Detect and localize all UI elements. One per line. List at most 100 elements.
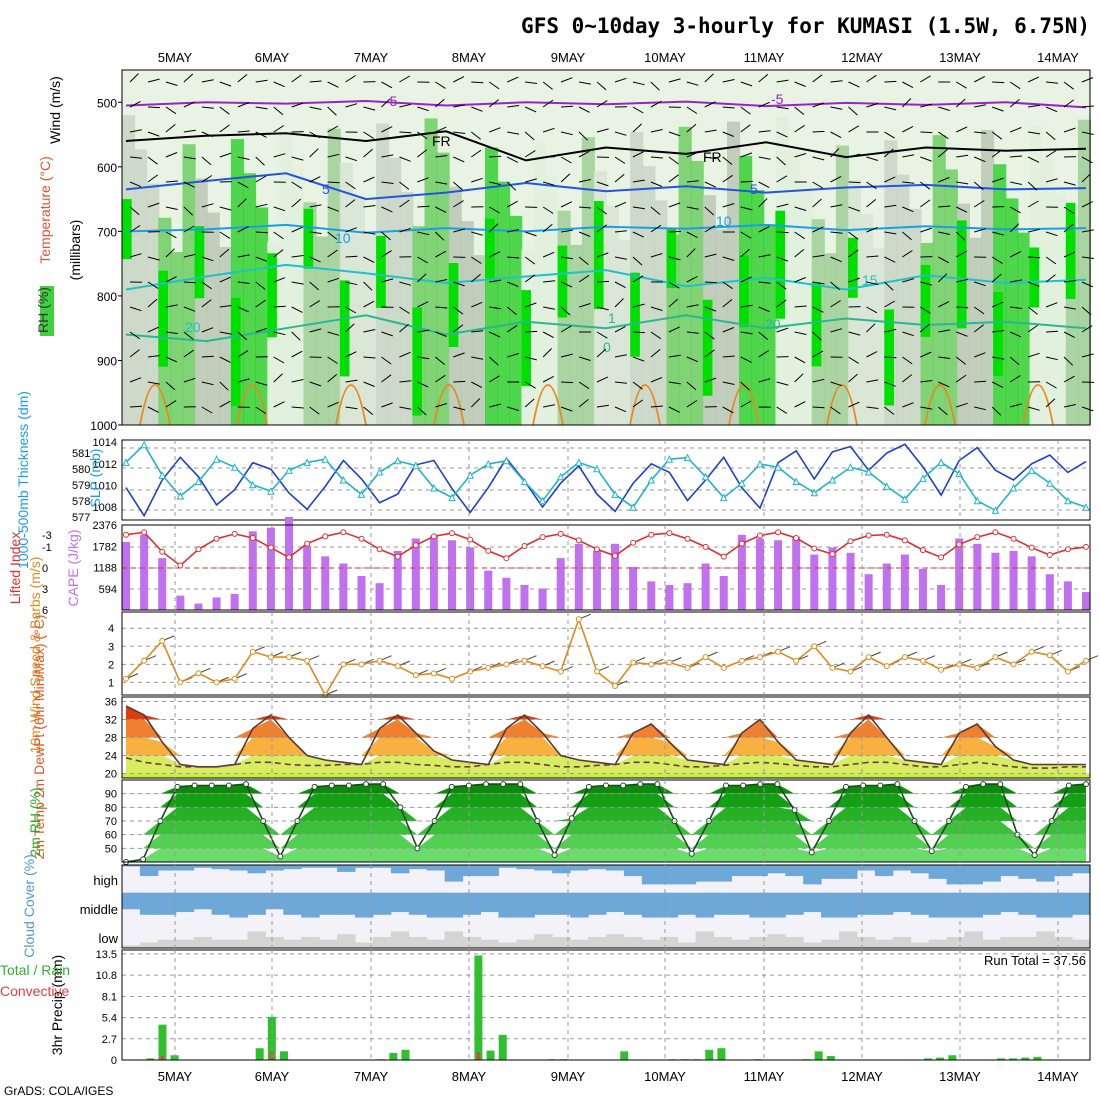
thickness-line-point: [339, 475, 348, 484]
wind-barb: [327, 153, 340, 158]
cape-bar: [629, 567, 638, 610]
wind-barb: [399, 351, 411, 358]
thickness-line-point: [738, 479, 746, 487]
high-cloud-bar: [910, 865, 930, 874]
wind-barb: [920, 281, 933, 286]
wind-barb: [848, 373, 858, 383]
li-tick-label: -3: [42, 530, 52, 542]
rh-line-point: [277, 853, 284, 860]
wind-barb: [237, 130, 250, 133]
wind-speed-line-point: [938, 666, 945, 673]
lifted-index-line-point: [1010, 535, 1017, 542]
thickness-line-point: [393, 456, 402, 465]
wind-barb: [1010, 279, 1023, 283]
wind-barb: [183, 129, 196, 133]
wind-barb: [776, 406, 788, 414]
wind-barb: [237, 378, 250, 383]
wind-barb: [848, 249, 859, 258]
wind-barb: [219, 400, 231, 408]
wind-barb: [848, 181, 861, 184]
wind-barb: [1063, 331, 1075, 338]
wind-barb: [992, 106, 1004, 112]
wind-barb: [219, 248, 230, 258]
rh-line-point: [808, 849, 815, 856]
wind-barb: [381, 206, 393, 213]
wind-barb: [920, 323, 930, 333]
rh-column: [533, 142, 547, 426]
wind-barb: [776, 327, 789, 333]
wind-barb: [255, 231, 268, 234]
wind-barb: [579, 206, 592, 209]
wind-barb: [345, 406, 358, 410]
wind-barb: [614, 256, 627, 260]
middle-cloud-bar: [892, 892, 912, 913]
wind-speed-line-point: [449, 675, 456, 682]
wind-barb: [219, 106, 230, 115]
wind-barb: [614, 381, 627, 384]
date-label-top: 8MAY: [452, 50, 487, 65]
wind-barb: [992, 231, 1004, 236]
high-cloud-bar: [695, 865, 715, 882]
li-tick-label: 6: [42, 605, 48, 617]
middle-cloud-bar: [1072, 892, 1091, 915]
middle-cloud-bar: [928, 892, 948, 918]
wind-barb: [417, 273, 427, 283]
wind-speed-line-point: [521, 657, 528, 664]
thickness-line-point: [756, 459, 764, 468]
wind-barb: [1063, 280, 1076, 283]
rh-column: [194, 178, 208, 425]
wind-barb: [722, 79, 735, 83]
wind-barb: [650, 181, 663, 187]
thickness-line-point: [665, 455, 674, 463]
lifted-index-line-point: [503, 555, 510, 562]
wind-barb: [578, 356, 591, 361]
high-cloud-bar: [946, 865, 966, 885]
thickness-line-point: [194, 477, 203, 486]
wind-barb: [524, 274, 536, 283]
wind-barb: [273, 401, 285, 408]
rh-high-cell: [1029, 247, 1040, 308]
rh-high-cell: [339, 280, 350, 377]
high-cloud-bar: [1072, 865, 1091, 874]
wind-barb: [453, 306, 464, 315]
cape-bar: [538, 588, 547, 610]
thickness-line-point: [1045, 479, 1054, 487]
rh-column: [509, 215, 523, 425]
wind-barb: [507, 406, 519, 411]
rh-high-cell: [630, 272, 640, 357]
rh-high-cell: [739, 255, 749, 328]
chart-layer: 5MAY 6MAY 7MAY 8MAY 9MAY 10MAY 11MAY 12MAY 13MAY…: [0, 50, 1099, 1084]
wind-barb: [722, 381, 735, 385]
wind-barb: [417, 406, 427, 416]
wind-barb: [704, 306, 717, 312]
wind-barb: [830, 300, 841, 308]
wind-barb: [219, 331, 232, 335]
wind-barb: [794, 331, 807, 335]
wind-barb: [830, 131, 842, 139]
wind-barb: [1063, 223, 1074, 233]
thickness-line-point: [901, 495, 909, 503]
wind-barb: [381, 250, 392, 258]
rh-column: [400, 191, 414, 425]
wind-barb: [776, 79, 789, 83]
wind-barb: [632, 106, 644, 114]
rh-column: [351, 197, 365, 425]
wind-barb: [776, 256, 789, 262]
date-label-bottom: 6MAY: [255, 1069, 290, 1084]
rh-high-cell: [775, 210, 786, 319]
wind-barb: [1045, 106, 1058, 113]
cape-tick-label: 594: [99, 584, 117, 596]
wind-barb: [345, 227, 357, 233]
wind-barb: [1045, 231, 1058, 237]
wind-barb: [417, 106, 429, 112]
middle-cloud-bar: [785, 892, 804, 915]
wind-barb: [399, 131, 412, 134]
wind-barb: [686, 231, 698, 239]
lifted-index-line-point: [919, 547, 926, 554]
wind-barb: [758, 73, 769, 83]
temperature-axis-label: 2m Temp 2m DewPt (6hr Min/Max) (°C): [31, 615, 47, 860]
lifted-index-line-point: [756, 532, 763, 539]
high-cloud-bar: [964, 865, 983, 885]
wind-barb: [309, 300, 321, 308]
wind-barb: [1010, 155, 1023, 158]
